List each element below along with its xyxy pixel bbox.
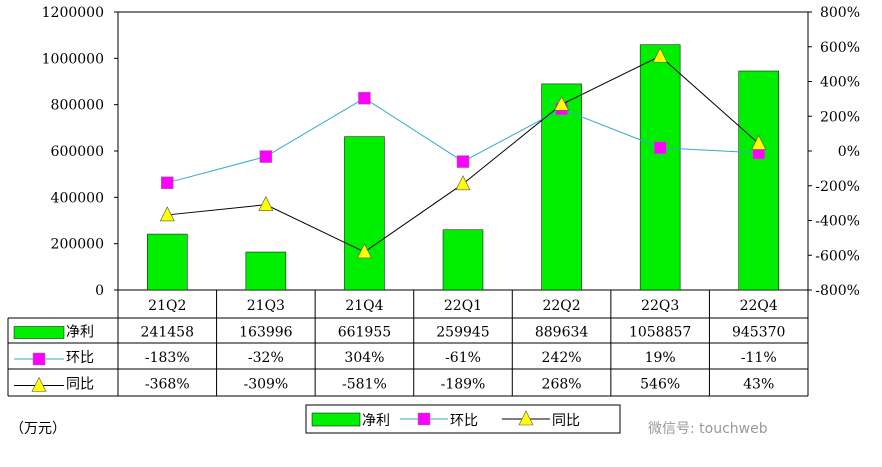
同比-marker-table [31, 376, 47, 392]
环比-marker-legend [417, 412, 431, 426]
同比-marker-1 [258, 196, 274, 211]
data-label: 259945 [436, 325, 489, 341]
right-tick-label: 800% [820, 5, 860, 21]
left-tick-label: 1200000 [42, 5, 104, 21]
bar-21Q2 [147, 233, 188, 291]
right-tick-label: 200% [820, 109, 860, 125]
data-label: 242% [542, 350, 582, 366]
row-label: 同比 [66, 377, 94, 393]
left-tick-label: 800000 [51, 98, 104, 114]
legend-key-净利 [13, 326, 65, 339]
row-label: 净利 [66, 325, 94, 341]
category-label: 21Q2 [148, 298, 186, 314]
环比-marker-5 [653, 141, 667, 154]
环比-marker-table [32, 352, 46, 366]
category-label: 22Q4 [740, 298, 778, 314]
同比-marker-2 [356, 243, 372, 259]
right-tick-label: -400% [815, 214, 860, 230]
category-label: 22Q3 [641, 298, 679, 314]
legend-key-净利 [311, 412, 361, 427]
环比-marker-3 [456, 155, 470, 168]
legend-label: 同比 [552, 413, 580, 429]
right-tick-label: 400% [820, 75, 860, 91]
right-tick-label: -200% [815, 179, 860, 195]
同比-marker-5 [652, 47, 668, 63]
left-tick-label: 600000 [51, 144, 104, 160]
环比-marker-1 [259, 150, 273, 163]
right-tick-label: -600% [815, 248, 860, 264]
watermark: 微信号: touchweb [648, 421, 768, 437]
bar-22Q2 [541, 83, 582, 291]
data-label: -11% [741, 350, 777, 366]
data-label: 241458 [141, 325, 194, 341]
data-label: -189% [441, 377, 486, 393]
left-tick-label: 400000 [51, 190, 104, 206]
legend-label: 环比 [450, 413, 478, 429]
data-label: -368% [145, 377, 190, 393]
bar-22Q1 [442, 229, 484, 291]
同比-marker-6 [751, 134, 767, 150]
legend-label: 净利 [362, 413, 390, 429]
bar-22Q4 [738, 70, 779, 291]
同比-marker-3 [455, 175, 471, 191]
row-label: 环比 [66, 350, 94, 366]
right-tick-label: 0% [838, 144, 860, 160]
环比-marker-0 [161, 176, 174, 190]
category-label: 21Q4 [345, 298, 383, 314]
环比-marker-2 [358, 91, 371, 105]
left-tick-label: 200000 [51, 237, 104, 253]
bar-22Q3 [639, 44, 681, 291]
category-label: 21Q3 [247, 298, 285, 314]
data-label: 304% [344, 350, 384, 366]
left-tick-label: 0 [95, 283, 104, 299]
data-label: 19% [645, 350, 676, 366]
data-label: 1058857 [629, 325, 691, 341]
bar-21Q4 [344, 136, 385, 291]
data-label: 546% [640, 377, 680, 393]
data-label: 889634 [535, 325, 589, 341]
category-label: 22Q1 [444, 298, 482, 314]
data-label: -309% [243, 377, 288, 393]
data-label: -581% [342, 377, 387, 393]
data-label: 163996 [239, 325, 293, 341]
right-tick-label: 600% [820, 40, 860, 56]
data-label: -61% [445, 350, 481, 366]
data-label: -183% [145, 350, 190, 366]
bar-21Q3 [245, 251, 287, 291]
category-label: 22Q2 [542, 298, 580, 314]
data-label: 268% [542, 377, 582, 393]
left-tick-label: 1000000 [42, 51, 104, 67]
unit-label: （万元） [10, 421, 66, 437]
同比-marker-0 [159, 206, 175, 222]
data-label: -32% [248, 350, 284, 366]
同比-marker-legend [518, 410, 534, 426]
data-label: 945370 [732, 325, 785, 341]
data-label: 43% [743, 377, 774, 393]
同比-marker-4 [554, 95, 570, 111]
data-label: 661955 [338, 325, 391, 341]
right-tick-label: -800% [815, 283, 860, 299]
